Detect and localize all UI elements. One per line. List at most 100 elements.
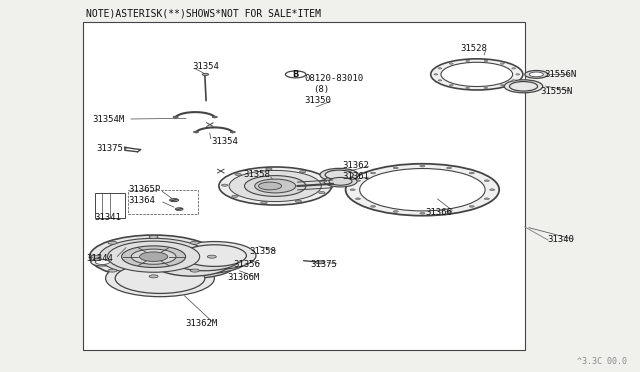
Ellipse shape	[447, 167, 452, 169]
Text: B: B	[292, 70, 299, 79]
Ellipse shape	[355, 198, 360, 200]
Text: (8): (8)	[314, 85, 330, 94]
Ellipse shape	[469, 172, 474, 174]
Text: ^3.3C 00.0: ^3.3C 00.0	[577, 357, 627, 366]
Text: 31358: 31358	[243, 170, 270, 179]
Text: 31344: 31344	[86, 254, 113, 263]
Ellipse shape	[122, 246, 186, 267]
Ellipse shape	[99, 238, 208, 275]
Ellipse shape	[212, 116, 218, 118]
Ellipse shape	[91, 255, 100, 258]
Ellipse shape	[140, 252, 168, 262]
Text: 31528: 31528	[461, 44, 488, 53]
Ellipse shape	[193, 131, 198, 133]
Ellipse shape	[106, 260, 214, 297]
Ellipse shape	[244, 176, 306, 196]
Ellipse shape	[516, 74, 520, 75]
Ellipse shape	[500, 84, 504, 86]
Text: 31362: 31362	[342, 161, 369, 170]
Ellipse shape	[229, 170, 321, 202]
Ellipse shape	[190, 269, 199, 272]
Ellipse shape	[490, 189, 495, 190]
Ellipse shape	[441, 62, 513, 87]
Ellipse shape	[420, 212, 425, 214]
Ellipse shape	[175, 208, 183, 210]
Ellipse shape	[170, 247, 240, 271]
Ellipse shape	[319, 192, 325, 194]
Ellipse shape	[325, 170, 353, 180]
Ellipse shape	[170, 199, 179, 202]
Ellipse shape	[449, 84, 453, 86]
Text: 31356: 31356	[234, 260, 260, 269]
Ellipse shape	[346, 164, 499, 216]
Ellipse shape	[108, 241, 200, 272]
Ellipse shape	[393, 211, 398, 212]
Text: 31354: 31354	[192, 62, 219, 71]
Text: 31341: 31341	[95, 213, 122, 222]
Text: 31361: 31361	[342, 172, 369, 181]
Ellipse shape	[95, 260, 109, 264]
Ellipse shape	[219, 167, 332, 205]
Ellipse shape	[266, 168, 272, 170]
Ellipse shape	[350, 189, 355, 190]
Ellipse shape	[449, 63, 453, 64]
Ellipse shape	[108, 269, 117, 272]
Ellipse shape	[504, 80, 543, 93]
Ellipse shape	[529, 72, 543, 77]
Ellipse shape	[90, 235, 218, 278]
Text: 31366M: 31366M	[227, 273, 259, 282]
Text: 31362M: 31362M	[186, 319, 218, 328]
Text: 31364: 31364	[128, 196, 155, 205]
Ellipse shape	[221, 184, 228, 186]
Ellipse shape	[360, 169, 485, 211]
Ellipse shape	[149, 275, 158, 278]
Text: 31350: 31350	[304, 96, 331, 105]
Ellipse shape	[438, 68, 442, 69]
Ellipse shape	[316, 261, 324, 264]
Text: 31555N: 31555N	[541, 87, 573, 96]
Ellipse shape	[469, 205, 474, 207]
Ellipse shape	[161, 244, 248, 273]
Ellipse shape	[466, 60, 470, 61]
Ellipse shape	[259, 182, 282, 190]
Ellipse shape	[420, 165, 425, 167]
Ellipse shape	[173, 116, 178, 118]
Ellipse shape	[447, 211, 452, 212]
Ellipse shape	[320, 169, 358, 181]
Text: 31354M: 31354M	[93, 115, 125, 124]
Ellipse shape	[285, 71, 306, 78]
Ellipse shape	[500, 63, 504, 64]
Ellipse shape	[190, 241, 199, 244]
Ellipse shape	[173, 241, 256, 270]
Text: 31556N: 31556N	[544, 70, 576, 79]
Ellipse shape	[232, 195, 238, 198]
Ellipse shape	[371, 172, 376, 174]
Ellipse shape	[466, 87, 470, 89]
Ellipse shape	[509, 81, 538, 91]
Ellipse shape	[255, 179, 296, 193]
Ellipse shape	[324, 176, 357, 187]
Ellipse shape	[91, 258, 114, 266]
Ellipse shape	[260, 202, 267, 204]
Ellipse shape	[438, 80, 442, 81]
Ellipse shape	[393, 167, 398, 169]
Ellipse shape	[329, 177, 352, 185]
Ellipse shape	[525, 71, 548, 78]
Ellipse shape	[484, 180, 490, 182]
Text: 31358: 31358	[250, 247, 276, 256]
Ellipse shape	[149, 235, 158, 238]
Ellipse shape	[235, 173, 241, 176]
Ellipse shape	[230, 131, 236, 133]
Ellipse shape	[182, 245, 246, 266]
Ellipse shape	[355, 180, 360, 182]
Ellipse shape	[484, 60, 488, 61]
Ellipse shape	[154, 250, 230, 276]
Ellipse shape	[484, 87, 488, 89]
Text: 31375: 31375	[96, 144, 123, 153]
Text: 08120-83010: 08120-83010	[304, 74, 363, 83]
Ellipse shape	[512, 80, 516, 81]
Ellipse shape	[320, 180, 326, 182]
Bar	[83, 22, 525, 350]
Ellipse shape	[115, 263, 205, 294]
Ellipse shape	[202, 73, 209, 76]
